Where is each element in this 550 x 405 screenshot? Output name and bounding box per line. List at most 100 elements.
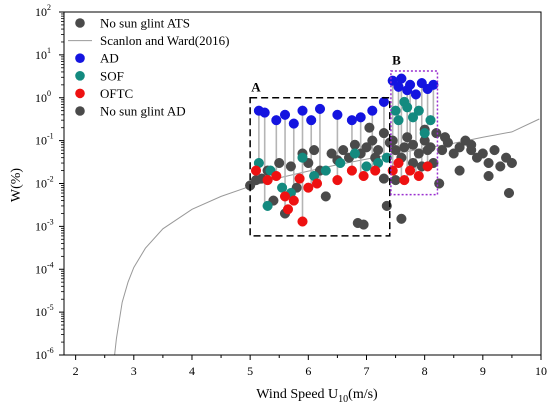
point-ad — [271, 115, 282, 126]
point-sof — [407, 112, 419, 123]
point-no-sun-glint-ats — [431, 128, 442, 139]
point-oftc — [311, 178, 323, 189]
point-no-sun-glint-ats — [396, 213, 407, 224]
point-ad — [355, 112, 366, 123]
region-box-a — [249, 97, 391, 237]
point-no-sun-glint-ats — [364, 122, 375, 133]
x-tick-label: 6 — [305, 364, 311, 378]
x-tick-label: 4 — [189, 364, 195, 378]
x-tick-label: 2 — [73, 364, 79, 378]
point-no-sun-glint-ats — [326, 148, 337, 159]
point-sof — [425, 115, 436, 126]
x-tick-label: 3 — [131, 364, 137, 378]
point-ad — [332, 109, 343, 120]
point-sof — [390, 105, 401, 116]
point-sof — [335, 157, 346, 169]
point-no-sun-glint-ats — [402, 132, 413, 143]
legend-marker-swatch — [75, 18, 85, 28]
point-sof — [402, 102, 413, 113]
annotation-layer: AB — [249, 52, 439, 237]
point-no-sun-glint-ats — [274, 157, 285, 169]
point-no-sun-glint-ats — [390, 175, 401, 186]
point-sof — [413, 105, 424, 116]
point-oftc — [294, 173, 305, 184]
point-no-sun-glint-ats — [503, 187, 515, 199]
point-sof — [393, 115, 404, 126]
legend-entry-label: No sun glint ATS — [100, 16, 190, 31]
x-tick-label: 7 — [363, 364, 369, 378]
point-no-sun-glint-ad — [422, 145, 433, 156]
point-no-sun-glint-ad — [439, 132, 451, 143]
legend-entry-label: AD — [100, 51, 119, 66]
point-no-sun-glint-ad — [399, 142, 410, 153]
point-no-sun-glint-ats — [477, 148, 488, 159]
legend-entry-label: SOF — [100, 68, 124, 83]
point-no-sun-glint-ats — [358, 219, 369, 230]
point-ad — [346, 115, 357, 126]
point-sof — [349, 148, 360, 159]
point-ad — [378, 96, 389, 107]
point-no-sun-glint-ats — [454, 165, 465, 176]
y-tick-label: 100 — [35, 89, 51, 105]
point-sof — [419, 128, 430, 139]
point-oftc — [413, 170, 424, 182]
x-axis-label: Wind Speed U10(m/s) — [256, 387, 378, 405]
point-no-sun-glint-ats — [378, 128, 389, 139]
y-tick-label: 101 — [35, 46, 51, 62]
point-no-sun-glint-ats — [434, 178, 445, 189]
points-layer — [245, 73, 517, 230]
point-oftc — [399, 175, 410, 186]
point-no-sun-glint-ats — [454, 142, 465, 153]
point-sof — [361, 161, 372, 172]
point-ad — [396, 73, 407, 84]
point-no-sun-glint-ats — [367, 135, 378, 146]
point-no-sun-glint-ats — [378, 173, 389, 184]
point-sof — [320, 165, 331, 176]
point-sof — [277, 182, 288, 193]
axes-layer: 2 3 4 5 6 7 8 9 10 10-6 10-5 10-4 10-3 10-2 10-1 100 101… — [35, 3, 547, 378]
point-no-sun-glint-ats — [495, 161, 506, 172]
point-no-sun-glint-ad — [466, 139, 477, 150]
y-tick-label: 102 — [35, 3, 51, 19]
legend-marker-swatch — [75, 53, 85, 63]
point-oftc — [332, 175, 343, 186]
point-no-sun-glint-ats — [338, 145, 349, 156]
point-oftc — [262, 175, 273, 186]
point-oftc — [358, 170, 369, 182]
point-oftc — [346, 165, 357, 176]
x-tick-label: 10 — [535, 364, 547, 378]
point-oftc — [405, 165, 416, 176]
point-no-sun-glint-ats — [506, 157, 517, 169]
point-ad — [306, 115, 317, 126]
point-oftc — [422, 161, 433, 172]
point-no-sun-glint-ats — [489, 145, 500, 156]
x-tick-label: 5 — [247, 364, 253, 378]
point-ad — [367, 105, 378, 116]
point-no-sun-glint-ats — [448, 148, 459, 159]
point-no-sun-glint-ats — [309, 145, 320, 156]
point-no-sun-glint-ats — [483, 157, 494, 169]
legend-marker-swatch — [75, 88, 85, 99]
y-tick-label: 10-5 — [35, 303, 54, 319]
point-ad — [288, 118, 299, 129]
x-tick-label: 9 — [480, 364, 486, 378]
region-label-a: A — [251, 79, 261, 94]
y-tick-label: 10-3 — [35, 217, 54, 233]
point-ad — [259, 107, 270, 118]
x-tick-label: 8 — [422, 364, 428, 378]
legend-marker-swatch — [75, 71, 85, 81]
point-oftc — [370, 165, 381, 176]
point-oftc — [271, 170, 282, 182]
point-sof — [262, 200, 273, 211]
point-no-sun-glint-ats — [413, 148, 424, 159]
y-axis-label: W(%) — [9, 168, 24, 203]
point-oftc — [393, 157, 404, 169]
point-ad — [279, 109, 291, 120]
point-ad — [405, 79, 416, 90]
point-oftc — [250, 165, 262, 176]
point-ad — [314, 103, 326, 114]
point-no-sun-glint-ad — [320, 191, 331, 202]
legend-entry-label: OFTC — [100, 86, 133, 101]
y-tick-label: 10-2 — [35, 175, 54, 191]
